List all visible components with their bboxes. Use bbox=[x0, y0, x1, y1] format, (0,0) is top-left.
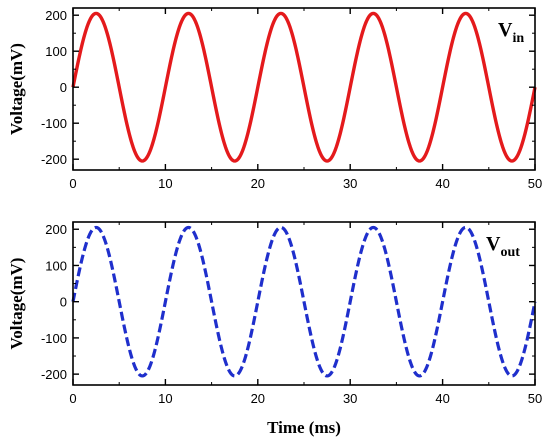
series-line-vin bbox=[71, 11, 537, 163]
y-tick-label: 200 bbox=[45, 222, 67, 237]
x-tick-label: 0 bbox=[69, 176, 76, 191]
x-tick-label: 20 bbox=[251, 176, 265, 191]
x-tick-label: 30 bbox=[343, 176, 357, 191]
legend-sub-text: in bbox=[512, 31, 524, 46]
x-tick-label: 50 bbox=[528, 176, 542, 191]
legend-label: Vin bbox=[498, 19, 524, 46]
x-tick-label: 40 bbox=[435, 176, 449, 191]
y-tick-label: 0 bbox=[60, 80, 67, 95]
y-axis-label: Voltage(mV) bbox=[7, 43, 26, 135]
x-tick-label: 30 bbox=[343, 391, 357, 406]
legend-label: Vout bbox=[486, 233, 520, 260]
y-tick-label: 100 bbox=[45, 258, 67, 273]
y-tick-label: -100 bbox=[41, 331, 67, 346]
y-tick-label: -200 bbox=[41, 152, 67, 167]
y-axis-label: Voltage(mV) bbox=[7, 258, 26, 350]
x-tick-label: 0 bbox=[69, 391, 76, 406]
panel-1: 0 10 20 30 40 50 -200 -100 0 100 200 Voltage(mV) Vin bbox=[7, 7, 542, 191]
series-line-vout bbox=[71, 225, 537, 378]
legend-sub-text: out bbox=[500, 245, 520, 260]
panel-2: 0 10 20 30 40 50 -200 -100 0 100 200 Voltage(mV) Tim… bbox=[7, 221, 542, 437]
legend-main-text: V bbox=[486, 233, 501, 255]
y-tick-label: 100 bbox=[45, 44, 67, 59]
y-tick-label: -200 bbox=[41, 367, 67, 382]
x-tick-label: 40 bbox=[435, 391, 449, 406]
y-tick-label: 200 bbox=[45, 8, 67, 23]
x-tick-label: 10 bbox=[158, 176, 172, 191]
y-tick-label: 0 bbox=[60, 295, 67, 310]
y-tick-label: -100 bbox=[41, 116, 67, 131]
x-tick-label: 20 bbox=[251, 391, 265, 406]
legend-main-text: V bbox=[498, 19, 513, 41]
x-tick-label: 10 bbox=[158, 391, 172, 406]
x-axis-label: Time (ms) bbox=[267, 418, 341, 437]
x-tick-label: 50 bbox=[528, 391, 542, 406]
